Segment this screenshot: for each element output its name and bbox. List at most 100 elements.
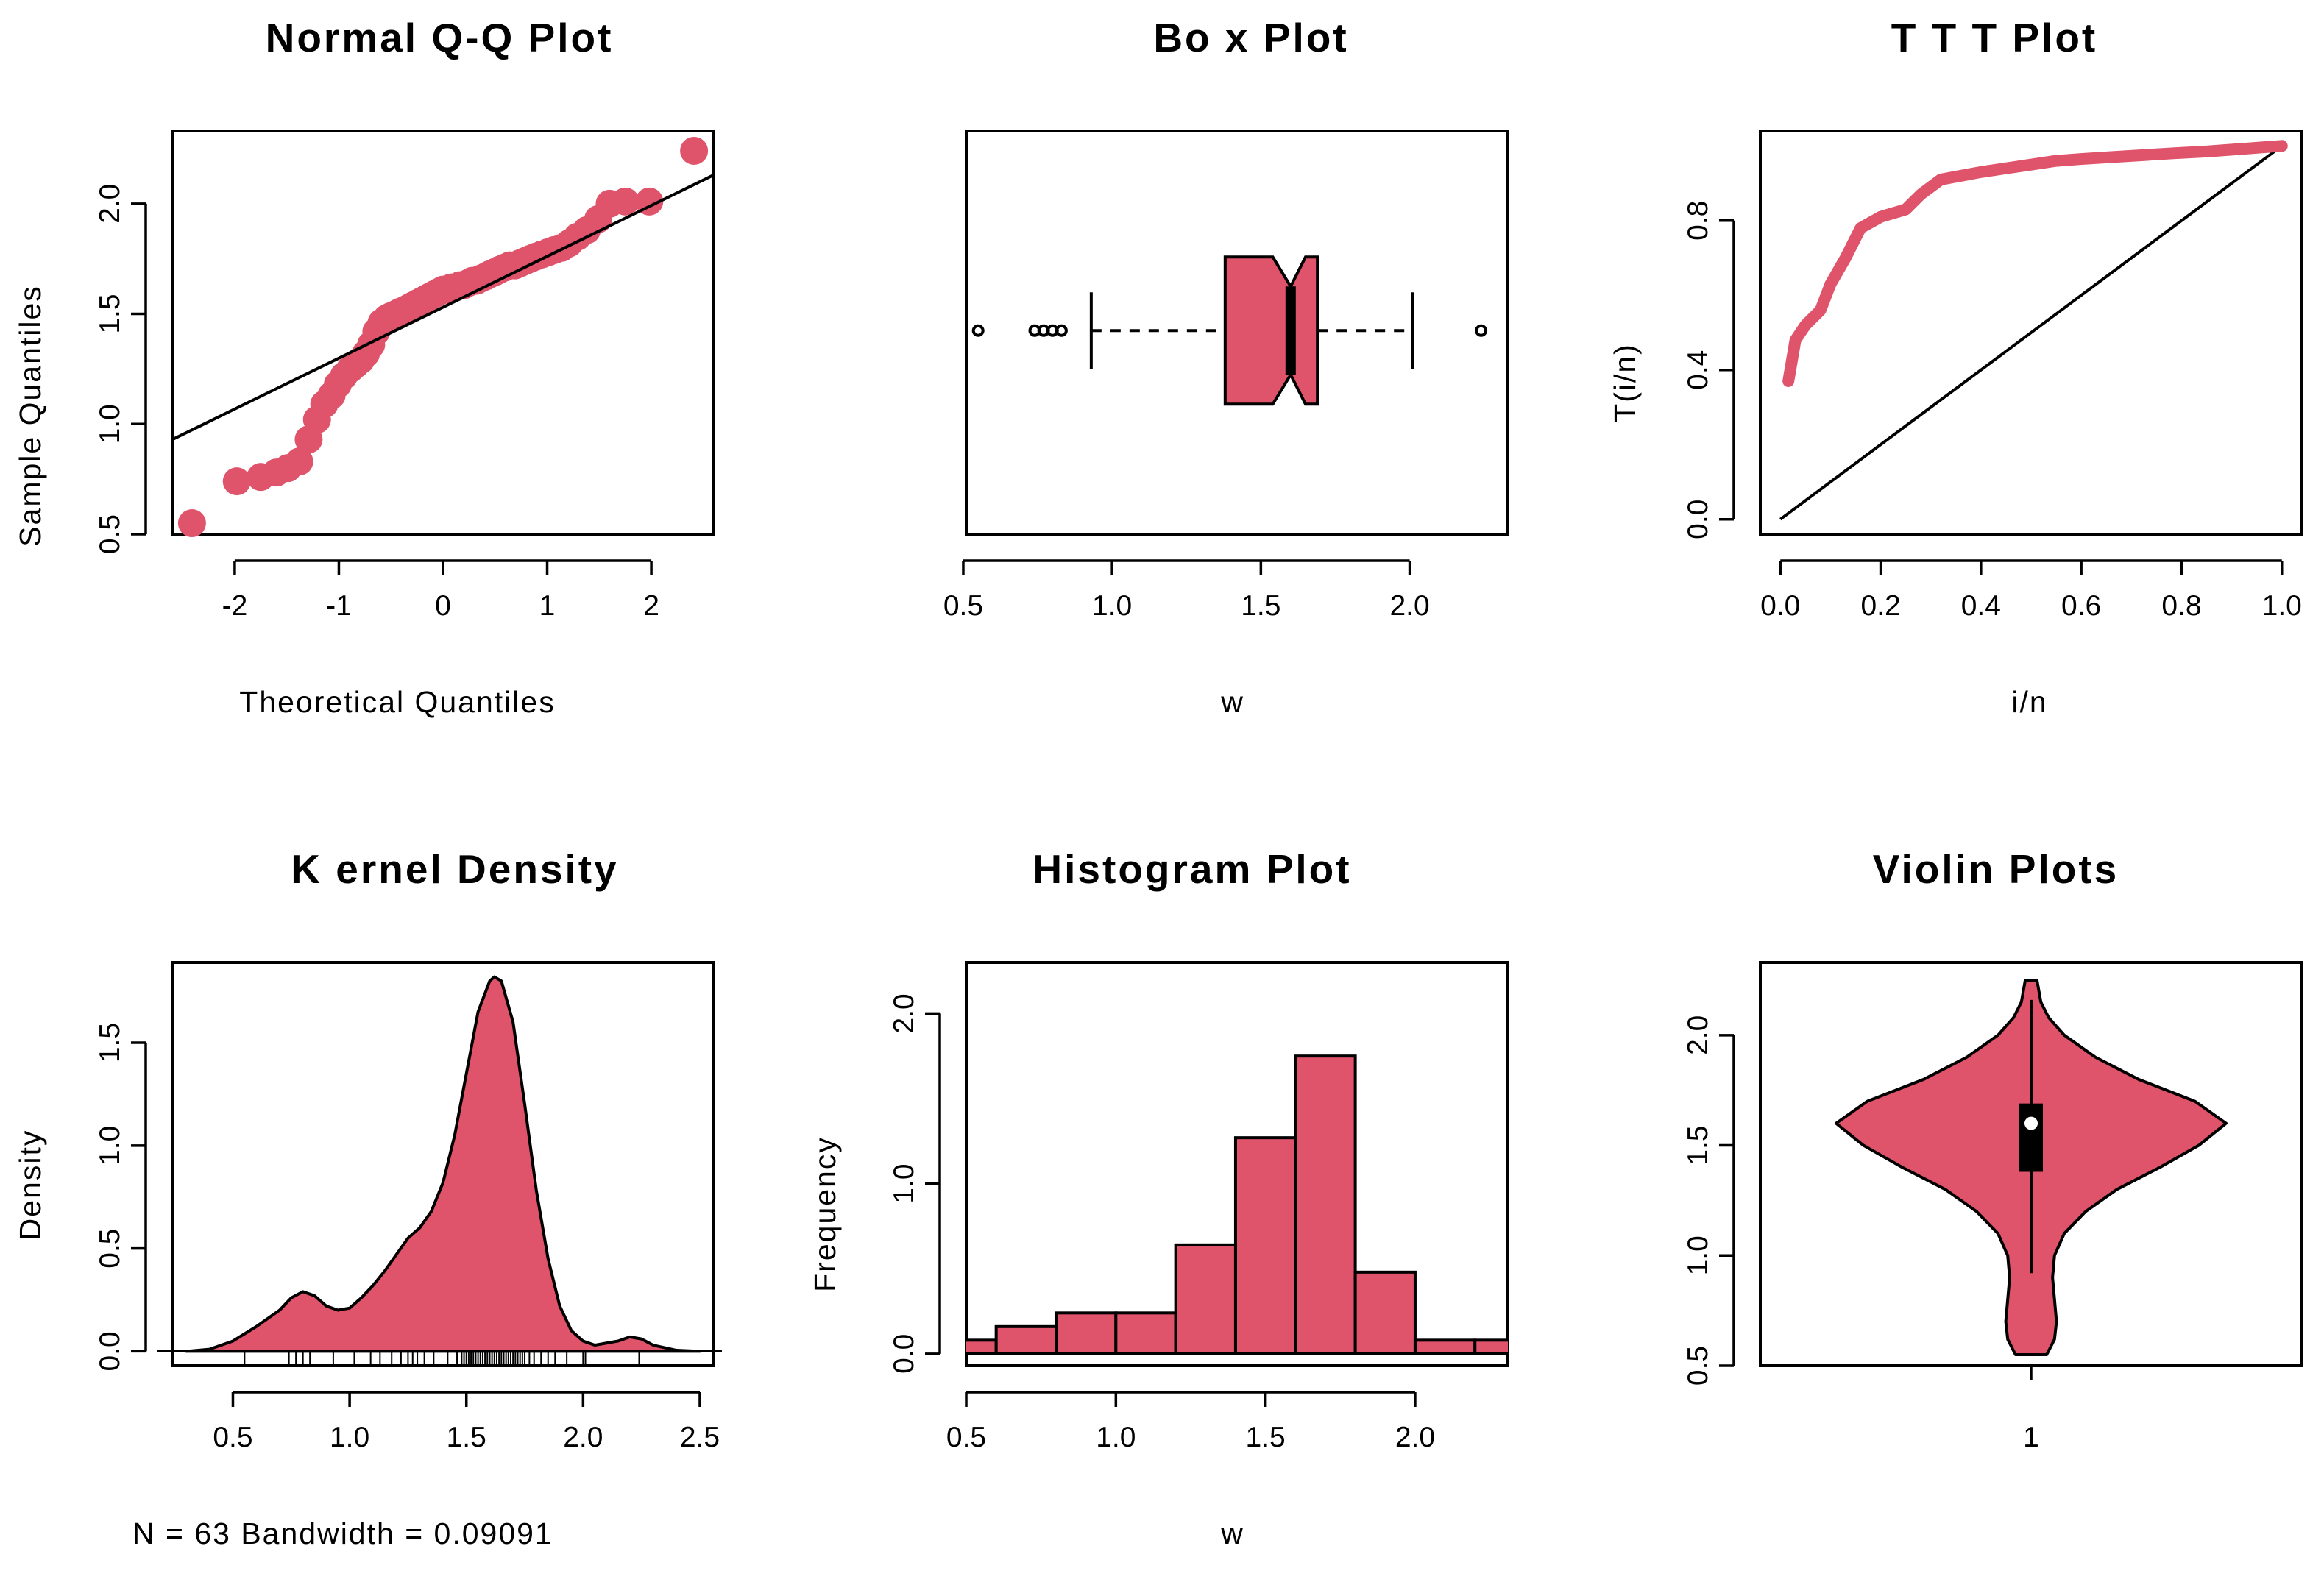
- qq-y-tick-label: 1.0: [94, 404, 126, 444]
- histogram-y-axis: 0.0 1.0 2.0: [888, 993, 941, 1374]
- violin-y-axis: 0.5 1.0 1.5 2.0: [1682, 1015, 1735, 1386]
- violin-y-tick-label: 2.0: [1682, 1015, 1714, 1055]
- histogram-frame: [965, 961, 1509, 1367]
- kde-density-area: [185, 975, 701, 1353]
- box-outlier: [1055, 324, 1068, 337]
- ttt-x-tick-label: 0.8: [2161, 590, 2201, 622]
- ttt-plot-title: T T T Plot: [1891, 15, 2098, 60]
- violin-y-tick-label: 1.0: [1682, 1235, 1714, 1275]
- kde-x-tick-label: 2.5: [680, 1422, 720, 1453]
- qq-x-tick-label: 1: [539, 590, 556, 622]
- histogram-bar: [1174, 1243, 1237, 1355]
- histogram-y-axis-label: Frequency: [808, 1136, 842, 1292]
- histogram-y-tick-label: 2.0: [888, 993, 920, 1033]
- violin-iqr-box: [2019, 1103, 2043, 1172]
- histogram-bar: [1114, 1311, 1177, 1355]
- kde-x-tick-label: 2.0: [563, 1422, 603, 1453]
- histogram-x-tick-label: 2.0: [1395, 1422, 1435, 1453]
- violin-plot-title: Violin Plots: [1873, 846, 2119, 892]
- kde-y-tick-label: 0.0: [94, 1331, 126, 1371]
- ttt-plot-frame: [1759, 130, 2303, 536]
- ttt-y-tick-label: 0.4: [1682, 350, 1714, 390]
- histogram-bar: [1413, 1338, 1477, 1355]
- kde-y-tick-label: 1.5: [94, 1023, 126, 1063]
- ttt-curve: [1782, 140, 2288, 387]
- kde-plot-title: K ernel Density: [291, 846, 618, 892]
- ttt-x-tick-label: 0.0: [1760, 590, 1800, 622]
- histogram-title: Histogram Plot: [1032, 846, 1351, 892]
- histogram-bar: [994, 1324, 1058, 1355]
- ttt-y-tick-label: 0.8: [1682, 201, 1714, 241]
- ttt-x-tick-label: 1.0: [2262, 590, 2302, 622]
- histogram-panel: Histogram Plot 0.5 1.0 1.5 2.0 0.01.02.0 w …: [808, 846, 1509, 1550]
- ttt-x-tick-label: 0.2: [1860, 590, 1900, 622]
- histogram-bars: [966, 1054, 1508, 1355]
- box-plot-marks: [971, 255, 1488, 406]
- histogram-x-tick-label: 1.0: [1096, 1422, 1136, 1453]
- kde-y-axis-label: Density: [13, 1130, 47, 1241]
- qq-reference-line: [171, 173, 715, 441]
- ttt-x-axis: 0.0 0.2 0.4 0.6 0.8 1.0: [1760, 559, 2302, 622]
- kde-x-tick-label: 1.5: [447, 1422, 486, 1453]
- histogram-bar: [1233, 1136, 1297, 1355]
- qq-y-tick-label: 0.5: [94, 514, 126, 554]
- box-x-axis-label: w: [1220, 685, 1244, 719]
- histogram-bar: [1054, 1311, 1118, 1355]
- violin-x-tick-label: 1: [2023, 1422, 2039, 1453]
- box-plot-title: Bo x Plot: [1153, 15, 1348, 60]
- kde-x-tick-label: 1.0: [330, 1422, 369, 1453]
- kde-plot-panel: K ernel Density 0.5 1.0 1.5 2.0 2.5 0.0 0.5 1.…: [13, 846, 722, 1550]
- qq-x-tick-label: 2: [643, 590, 659, 622]
- qq-plot-panel: Normal Q-Q Plot -2 -1 0 1 2 0.5 1.0 1.5 2.0 The…: [13, 15, 715, 719]
- qq-points: [177, 136, 709, 538]
- kde-x-axis-label: N = 63 Bandwidth = 0.09091: [132, 1517, 553, 1550]
- qq-y-tick-label: 2.0: [94, 184, 126, 224]
- histogram-bar-group: [966, 1054, 1508, 1355]
- histogram-bar: [1294, 1054, 1357, 1355]
- box-plot-frame: [965, 130, 1509, 536]
- qq-x-axis-label: Theoretical Quantiles: [239, 685, 555, 719]
- qq-x-axis: -2 -1 0 1 2: [222, 559, 659, 622]
- box-x-tick-label: 1.0: [1092, 590, 1132, 622]
- violin-y-tick-label: 1.5: [1682, 1125, 1714, 1165]
- violin-plot-panel: Violin Plots 1 0.5 1.0 1.5 2.0: [1682, 846, 2303, 1453]
- qq-plot-frame: [171, 130, 715, 536]
- ttt-plot-panel: T T T Plot 0.0 0.2 0.4 0.6 0.8 1.0 0.00.40.8 …: [1608, 15, 2303, 719]
- histogram-x-axis: 0.5 1.0 1.5 2.0: [946, 1391, 1435, 1453]
- box-plot-panel: Bo x Plot 0.5 1.0 1.5 2.0 w: [943, 15, 1509, 719]
- violin-median-dot: [2024, 1116, 2038, 1130]
- box-x-axis: 0.5 1.0 1.5 2.0: [943, 559, 1430, 622]
- box-x-tick-label: 1.5: [1241, 590, 1280, 622]
- box-body: [1223, 255, 1319, 406]
- box-outlier: [1475, 324, 1488, 337]
- qq-point: [285, 447, 313, 476]
- qq-point: [177, 509, 206, 538]
- box-x-tick-label: 0.5: [943, 590, 983, 622]
- qq-y-tick-label: 1.5: [94, 294, 126, 333]
- kde-rug: [157, 1350, 722, 1366]
- qq-x-tick-label: -1: [326, 590, 352, 622]
- histogram-y-tick-label: 0.0: [888, 1334, 920, 1374]
- kde-y-tick-label: 1.0: [94, 1126, 126, 1166]
- qq-x-tick-label: 0: [435, 590, 451, 622]
- qq-plot-title: Normal Q-Q Plot: [266, 15, 614, 60]
- box-x-tick-label: 2.0: [1389, 590, 1429, 622]
- histogram-x-tick-label: 1.5: [1246, 1422, 1286, 1453]
- kde-plot-frame: [171, 961, 715, 1367]
- qq-point: [680, 136, 709, 165]
- histogram-bar: [966, 1338, 998, 1355]
- qq-point: [222, 467, 251, 496]
- kde-y-tick-label: 0.5: [94, 1229, 126, 1269]
- histogram-bar: [1473, 1338, 1508, 1355]
- kde-x-axis: 0.5 1.0 1.5 2.0 2.5: [213, 1391, 720, 1453]
- kde-y-axis: 0.0 0.5 1.0 1.5: [94, 1023, 147, 1372]
- kde-x-tick-label: 0.5: [213, 1422, 252, 1453]
- box-outlier: [971, 324, 985, 337]
- ttt-x-axis-label: i/n: [2011, 685, 2047, 719]
- histogram-x-tick-label: 0.5: [946, 1422, 986, 1453]
- ttt-y-axis-label: T(i/n): [1608, 343, 1642, 422]
- qq-y-axis-label: Sample Quantiles: [13, 285, 47, 547]
- violin-y-tick-label: 0.5: [1682, 1346, 1714, 1386]
- histogram-y-tick-label: 1.0: [888, 1163, 920, 1203]
